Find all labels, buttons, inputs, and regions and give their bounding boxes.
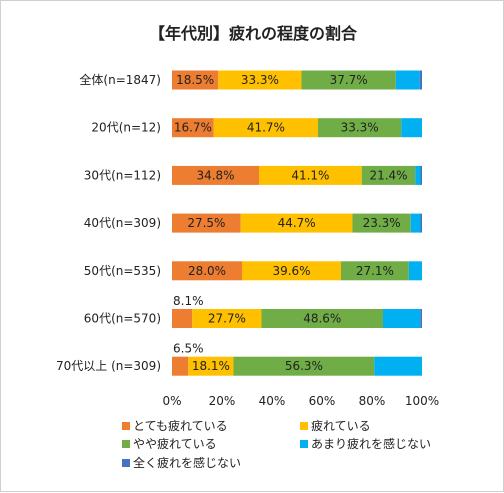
data-label: 18.1% bbox=[192, 359, 230, 373]
bar-segment bbox=[242, 261, 341, 281]
data-label: 23.3% bbox=[363, 216, 401, 230]
data-label: 27.7% bbox=[208, 312, 246, 326]
category-label: 30代(n=112) bbox=[84, 168, 161, 182]
data-label: 27.1% bbox=[356, 264, 394, 278]
data-label: 33.3% bbox=[241, 73, 279, 87]
bar-segment bbox=[318, 118, 402, 138]
bar-segment bbox=[410, 213, 421, 233]
data-label: 44.7% bbox=[278, 216, 316, 230]
data-label: 39.6% bbox=[272, 264, 310, 278]
legend-swatch bbox=[300, 422, 308, 430]
legend-label: 疲れている bbox=[311, 418, 371, 433]
bar-segment bbox=[172, 261, 242, 281]
data-label: 34.8% bbox=[196, 168, 234, 182]
data-label: 8.1% bbox=[173, 294, 204, 308]
category-labels: 全体(n=1847) 20代(n=12) 30代(n=112) 40代(n=309) 5… bbox=[56, 72, 161, 373]
bar-segment bbox=[192, 309, 262, 328]
chart-title: 【年代別】疲れの程度の割合 bbox=[149, 24, 358, 43]
bar-segment bbox=[383, 309, 421, 328]
bar-segment bbox=[188, 356, 234, 376]
data-label: 41.1% bbox=[291, 168, 329, 182]
bar-segment bbox=[420, 165, 422, 185]
category-label: 60代(n=570) bbox=[84, 312, 161, 326]
data-label: 56.3% bbox=[285, 359, 323, 373]
bar-segment bbox=[240, 213, 353, 233]
legend-swatch bbox=[122, 459, 130, 467]
bar-segment bbox=[420, 309, 422, 328]
legend-label: やや疲れている bbox=[133, 436, 217, 451]
bar-segment bbox=[420, 213, 422, 233]
bar-segment bbox=[341, 261, 409, 281]
legend-label: あまり疲れを感じない bbox=[311, 436, 431, 451]
data-label: 37.7% bbox=[330, 73, 368, 87]
category-label: 20代(n=12) bbox=[91, 121, 161, 135]
bar-segment bbox=[172, 356, 189, 376]
data-label: 18.5% bbox=[176, 73, 214, 87]
bar-segment bbox=[213, 118, 318, 138]
bar-segment bbox=[352, 213, 411, 233]
data-label: 48.6% bbox=[303, 312, 341, 326]
x-tick-label: 100% bbox=[405, 394, 439, 408]
bar-segment bbox=[395, 70, 420, 90]
bar-segment bbox=[259, 165, 362, 185]
category-label: 50代(n=535) bbox=[84, 264, 161, 278]
bar-segment bbox=[172, 118, 214, 138]
bar-segment bbox=[361, 165, 416, 185]
bar-segment bbox=[172, 213, 241, 233]
bar-segment bbox=[408, 261, 422, 281]
bar-segment bbox=[401, 118, 422, 138]
bar-segment bbox=[301, 70, 396, 90]
data-label: 21.4% bbox=[369, 168, 407, 182]
x-tick-label: 60% bbox=[309, 394, 336, 408]
bar-segment bbox=[172, 309, 193, 328]
data-label: 28.0% bbox=[188, 264, 226, 278]
category-label: 40代(n=309) bbox=[84, 216, 161, 230]
x-axis: 0% 20% 40% 60% 80% 100% bbox=[162, 394, 439, 408]
bar-segment bbox=[261, 309, 383, 328]
legend-label: 全く疲れを感じない bbox=[133, 455, 241, 470]
bar-segment bbox=[374, 356, 422, 376]
x-tick-label: 40% bbox=[259, 394, 286, 408]
x-tick-label: 0% bbox=[162, 394, 181, 408]
legend-swatch bbox=[122, 422, 130, 430]
data-label: 27.5% bbox=[187, 216, 225, 230]
x-tick-label: 80% bbox=[359, 394, 386, 408]
data-label: 41.7% bbox=[247, 121, 285, 135]
data-label: 6.5% bbox=[173, 342, 204, 356]
bar-segment bbox=[415, 165, 421, 185]
bar-segment bbox=[233, 356, 375, 376]
legend-label: とても疲れている bbox=[133, 418, 228, 433]
x-tick-label: 20% bbox=[209, 394, 236, 408]
bar-segment bbox=[218, 70, 302, 90]
data-label: 16.7% bbox=[174, 121, 212, 135]
category-label: 70代以上 (n=309) bbox=[56, 359, 161, 373]
legend-swatch bbox=[122, 440, 130, 448]
bar-segment bbox=[172, 165, 259, 185]
category-label: 全体(n=1847) bbox=[79, 72, 161, 87]
bar-area: 18.5% 33.3% 37.7% 16.7% 41.7% 33.3% 34.8% 41.1%… bbox=[172, 70, 422, 376]
data-label: 33.3% bbox=[341, 121, 379, 135]
bar-segment bbox=[419, 70, 422, 90]
legend-swatch bbox=[300, 440, 308, 448]
bar-segment bbox=[172, 70, 219, 90]
